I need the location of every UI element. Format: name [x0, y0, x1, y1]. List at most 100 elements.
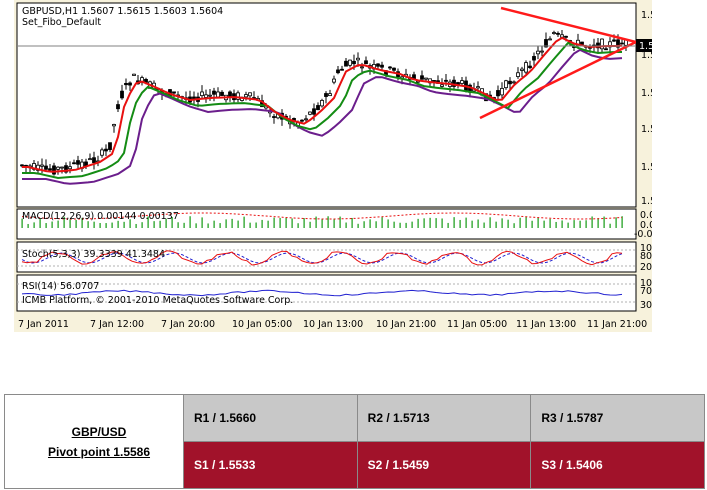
- macd-bar: [471, 220, 473, 228]
- price-tick: 1.5455: [641, 162, 652, 173]
- candle-body: [120, 90, 124, 99]
- candle-body: [116, 104, 120, 110]
- macd-bar: [447, 222, 449, 228]
- macd-bar: [507, 219, 509, 228]
- candle-body: [516, 72, 520, 77]
- template-name: Set_Fibo_Default: [22, 17, 101, 28]
- macd-bar: [357, 223, 359, 228]
- candle-body: [500, 88, 504, 96]
- time-label: 10 Jan 13:00: [303, 319, 363, 330]
- macd-bar: [363, 221, 365, 228]
- candle-body: [580, 41, 584, 45]
- candle-body: [88, 158, 92, 161]
- candle-body: [172, 91, 176, 94]
- candle-body: [548, 38, 552, 41]
- candle-body: [536, 50, 540, 55]
- candle-body: [200, 91, 204, 97]
- pivot-point: Pivot point 1.5586: [47, 444, 151, 459]
- s2-cell: S2 / 1.5459: [356, 441, 532, 489]
- macd-bar: [267, 220, 269, 228]
- macd-bar: [477, 219, 479, 228]
- macd-bar: [231, 218, 233, 228]
- stoch-tick: 100: [640, 243, 652, 254]
- candle-body: [132, 73, 136, 76]
- candle-body: [352, 60, 356, 65]
- candle-body: [316, 105, 320, 111]
- macd-bar: [219, 223, 221, 228]
- macd-bar: [441, 218, 443, 228]
- candle-body: [300, 119, 304, 122]
- stoch-main-line: [21, 250, 623, 266]
- candle-body: [320, 100, 324, 107]
- candle-body: [304, 118, 308, 121]
- macd-bar: [375, 221, 377, 228]
- macd-bar: [273, 217, 275, 228]
- candle-body: [620, 42, 624, 45]
- macd-bar: [585, 220, 587, 228]
- candle-body: [324, 93, 328, 97]
- candle-body: [220, 91, 224, 96]
- candle-body: [60, 166, 64, 169]
- macd-bar: [621, 216, 623, 228]
- rsi-line: [21, 289, 623, 297]
- time-label: 11 Jan 21:00: [587, 319, 647, 330]
- macd-bar: [537, 217, 539, 228]
- macd-bar: [333, 218, 335, 228]
- candle-body: [20, 164, 24, 167]
- candle-body: [440, 84, 444, 87]
- stoch-tick: 20: [640, 262, 652, 273]
- candle-body: [612, 39, 616, 42]
- macd-bar: [327, 216, 329, 228]
- macd-bar: [309, 221, 311, 228]
- macd-bar: [465, 217, 467, 228]
- candle-body: [128, 82, 132, 86]
- candle-body: [216, 91, 220, 98]
- candle-body: [124, 82, 128, 86]
- rsi-tick: 70: [640, 286, 652, 297]
- macd-bar: [27, 223, 29, 228]
- candle-body: [560, 34, 564, 38]
- macd-bar: [189, 216, 191, 228]
- macd-bar: [261, 219, 263, 228]
- candle-body: [528, 65, 532, 69]
- time-label: 7 Jan 12:00: [90, 319, 144, 330]
- candle-body: [340, 68, 344, 71]
- pivot-table: GBP/USD Pivot point 1.5586 R1 / 1.5660 R…: [4, 394, 705, 489]
- candle-body: [444, 79, 448, 82]
- macd-bar: [579, 220, 581, 228]
- time-label: 7 Jan 2011: [18, 319, 69, 330]
- candle-body: [92, 157, 96, 164]
- macd-bar: [555, 221, 557, 228]
- macd-bar: [51, 221, 53, 228]
- macd-bar: [387, 219, 389, 228]
- stoch-panel: [16, 241, 637, 273]
- macd-bar: [69, 219, 71, 228]
- candle-body: [364, 60, 368, 65]
- symbol-header: GBPUSD,H1 1.5607 1.5615 1.5603 1.5604: [22, 6, 223, 17]
- macd-bar: [63, 216, 65, 228]
- macd-bar: [117, 220, 119, 228]
- stoch-signal-line: [21, 252, 623, 264]
- candle-body: [564, 35, 568, 38]
- price-chart[interactable]: GBPUSD,H1 1.5607 1.5615 1.5603 1.5604 Se…: [14, 0, 652, 332]
- macd-bar: [147, 216, 149, 228]
- macd-bar: [453, 217, 455, 228]
- candle-body: [40, 164, 44, 167]
- macd-bar: [405, 222, 407, 228]
- candle-body: [496, 90, 500, 97]
- macd-bar: [33, 222, 35, 228]
- triangle-upper-trendline: [500, 6, 637, 44]
- macd-bar: [399, 222, 401, 228]
- candle-body: [544, 39, 548, 48]
- current-price-label: 1.5604: [639, 41, 652, 52]
- macd-bar: [381, 217, 383, 228]
- macd-bar: [315, 216, 317, 228]
- copyright-text: ICMB Platform, © 2001-2010 MetaQuotes So…: [22, 295, 293, 306]
- macd-bar: [321, 218, 323, 228]
- candle-body: [616, 39, 620, 48]
- candle-body: [248, 92, 252, 97]
- macd-bar: [393, 221, 395, 228]
- price-tick: 1.5590: [641, 50, 652, 61]
- macd-bar: [111, 222, 113, 228]
- macd-bar: [207, 223, 209, 228]
